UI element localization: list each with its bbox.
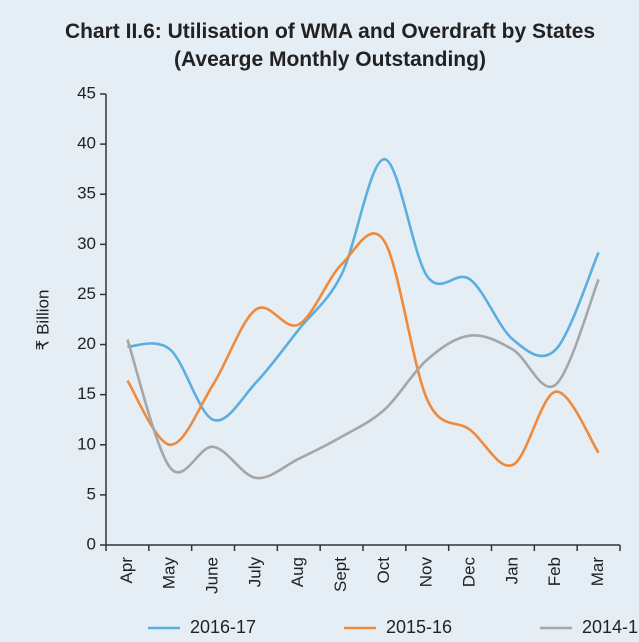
x-tick-label: Jan <box>502 557 521 584</box>
x-tick-label: Mar <box>588 557 607 587</box>
x-tick-label: Oct <box>374 557 393 584</box>
legend-label: 2015-16 <box>386 617 452 637</box>
y-tick-label: 10 <box>77 434 96 453</box>
legend-label: 2014-15 <box>582 617 639 637</box>
x-tick-label: July <box>245 557 264 588</box>
x-tick-label: Aug <box>288 557 307 587</box>
y-tick-label: 30 <box>77 234 96 253</box>
y-tick-label: 35 <box>77 184 96 203</box>
y-tick-label: 20 <box>77 334 96 353</box>
x-tick-label: Sept <box>331 557 350 592</box>
y-tick-label: 25 <box>77 284 96 303</box>
y-tick-label: 45 <box>77 83 96 102</box>
x-tick-label: Feb <box>545 557 564 586</box>
x-tick-label: June <box>203 557 222 594</box>
x-tick-label: May <box>160 557 179 590</box>
y-tick-label: 0 <box>87 534 96 553</box>
series-line <box>126 278 600 480</box>
series-line <box>127 157 600 422</box>
x-tick-label: Nov <box>417 557 436 588</box>
x-tick-label: Apr <box>117 557 136 584</box>
y-tick-label: 15 <box>77 384 96 403</box>
x-tick-label: Dec <box>460 557 479 588</box>
series-line <box>126 232 600 467</box>
y-axis-label: ₹ Billion <box>33 290 52 351</box>
y-tick-label: 5 <box>87 484 96 503</box>
y-tick-label: 40 <box>77 134 96 153</box>
chart-title: Chart II.6: Utilisation of WMA and Overd… <box>65 20 595 43</box>
chart-subtitle: (Avearge Monthly Outstanding) <box>174 48 486 71</box>
legend-label: 2016-17 <box>190 617 256 637</box>
